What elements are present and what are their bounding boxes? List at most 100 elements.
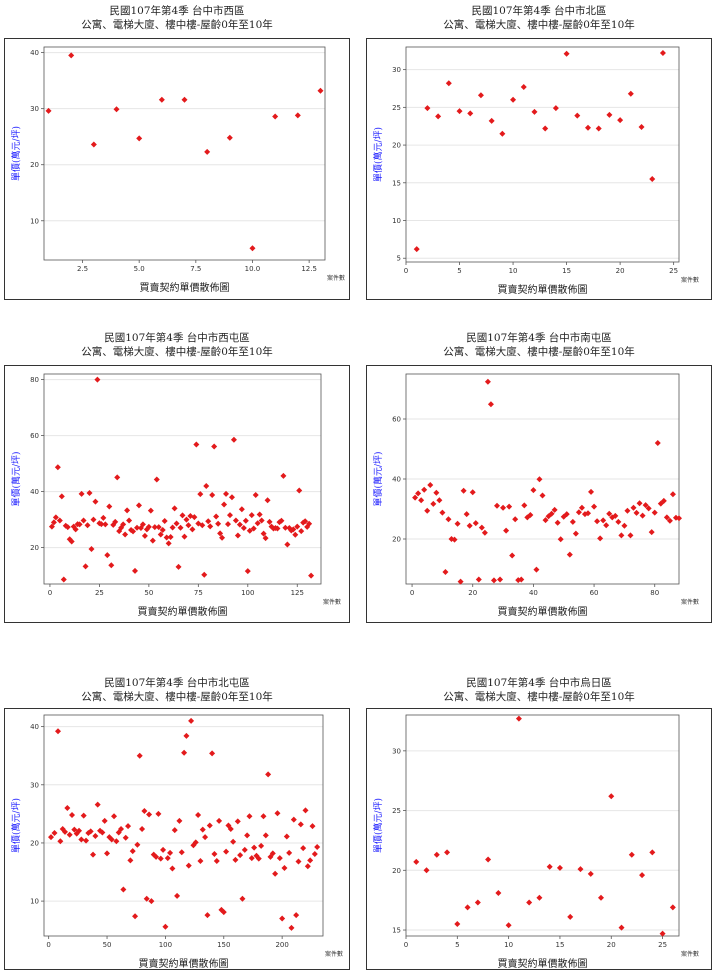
data-point	[197, 858, 203, 864]
data-point	[225, 521, 231, 527]
x-tick: 100	[159, 936, 172, 949]
x-tick: 20	[616, 262, 625, 275]
data-point	[207, 523, 213, 529]
data-point	[439, 510, 445, 516]
data-point	[201, 572, 207, 578]
data-point	[649, 849, 655, 855]
x-axis-unit: 案件數	[681, 598, 699, 606]
data-point	[162, 924, 168, 930]
data-point	[211, 851, 217, 857]
data-point	[168, 534, 174, 540]
data-point	[485, 379, 491, 385]
data-point	[232, 857, 238, 863]
data-point	[455, 521, 461, 527]
y-axis-label: 單價(萬元/坪)	[372, 127, 384, 182]
x-tick: 5.0	[134, 260, 145, 273]
data-point	[521, 502, 527, 508]
data-point	[170, 524, 176, 530]
data-point	[424, 105, 430, 111]
y-axis-label: 單價(萬元/坪)	[372, 451, 384, 506]
chart-frame: 10 20 30 40 0 50 100 150 200 單價(萬元/坪) 案件數 買賣契約單價散佈圖	[4, 708, 350, 970]
data-point	[132, 568, 138, 574]
data-point	[302, 807, 308, 813]
data-point	[418, 497, 424, 503]
data-point	[160, 847, 166, 853]
data-point	[245, 568, 251, 574]
chart-subtitle: 公寓、電梯大廈、樓中樓-屋齡0年至10年	[366, 345, 712, 359]
data-point	[68, 52, 74, 58]
data-point	[213, 514, 219, 520]
data-point	[475, 900, 481, 906]
data-point	[634, 510, 640, 516]
data-point	[169, 866, 175, 872]
data-point	[137, 753, 143, 759]
data-point	[52, 830, 58, 836]
x-tick: 0	[404, 262, 408, 275]
x-axis-unit: 案件數	[325, 950, 343, 958]
x-axis-unit: 案件數	[681, 950, 699, 958]
y-tick-label: 60	[30, 432, 39, 440]
data-point	[242, 847, 248, 853]
x-axis-unit: 案件數	[323, 598, 341, 606]
y-tick: 5	[397, 255, 406, 263]
data-point	[435, 113, 441, 119]
data-point	[265, 497, 271, 503]
data-point	[221, 501, 227, 507]
y-tick-label: 10	[392, 217, 401, 225]
chart-panel: 民國107年第4季 台中市北屯區 公寓、電梯大廈、樓中樓-屋齡0年至10年 10 20…	[4, 672, 350, 970]
y-tick: 30	[392, 66, 406, 74]
x-tick: 15	[562, 262, 571, 275]
data-point	[130, 848, 136, 854]
data-point	[265, 771, 271, 777]
data-point	[415, 490, 421, 496]
y-axis-label: 單價(萬元/坪)	[10, 798, 22, 853]
data-point	[624, 508, 630, 514]
data-point	[412, 495, 418, 501]
chart-subtitle: 公寓、電梯大廈、樓中樓-屋齡0年至10年	[366, 18, 712, 32]
data-point	[180, 512, 186, 518]
y-tick: 10	[30, 898, 44, 906]
data-point	[606, 112, 612, 118]
data-point	[258, 843, 264, 849]
data-point	[48, 834, 54, 840]
y-tick: 40	[30, 488, 44, 496]
chart-subtitle: 公寓、電梯大廈、樓中樓-屋齡0年至10年	[4, 345, 350, 359]
x-tick-label: 15	[555, 941, 564, 949]
data-point	[499, 131, 505, 137]
chart-frame: 20 40 60 0 20 40 60 80 單價(萬元/坪) 案件數 買賣契約單價散佈圖	[366, 365, 712, 623]
data-point	[106, 503, 112, 509]
data-point	[90, 852, 96, 858]
data-point	[126, 517, 132, 523]
data-point	[618, 532, 624, 538]
data-point	[555, 520, 561, 526]
x-tick-label: 0	[410, 589, 414, 597]
data-point	[205, 518, 211, 524]
chart-title: 民國107年第4季 台中市北區	[366, 4, 712, 18]
data-point	[136, 502, 142, 508]
x-tick-label: 7.5	[190, 265, 201, 273]
x-axis-caption: 買賣契約單價散佈圖	[139, 957, 229, 970]
x-tick-label: 25	[95, 589, 104, 597]
data-point	[204, 149, 210, 155]
x-tick-label: 10	[504, 941, 513, 949]
data-point	[464, 511, 470, 517]
data-point	[81, 517, 87, 523]
data-point	[467, 110, 473, 116]
data-point	[139, 826, 145, 832]
data-point	[427, 482, 433, 488]
data-point	[446, 80, 452, 86]
data-point	[533, 567, 539, 573]
data-point	[436, 497, 442, 503]
data-point	[649, 529, 655, 535]
y-tick: 15	[392, 927, 406, 935]
x-axis-caption: 買賣契約單價散佈圖	[498, 605, 588, 618]
data-point	[600, 517, 606, 523]
data-point	[510, 97, 516, 103]
data-point	[166, 540, 172, 546]
data-point	[108, 562, 114, 568]
y-tick-label: 40	[30, 49, 39, 57]
data-point	[229, 494, 235, 500]
data-point	[414, 246, 420, 252]
data-point	[277, 855, 283, 861]
